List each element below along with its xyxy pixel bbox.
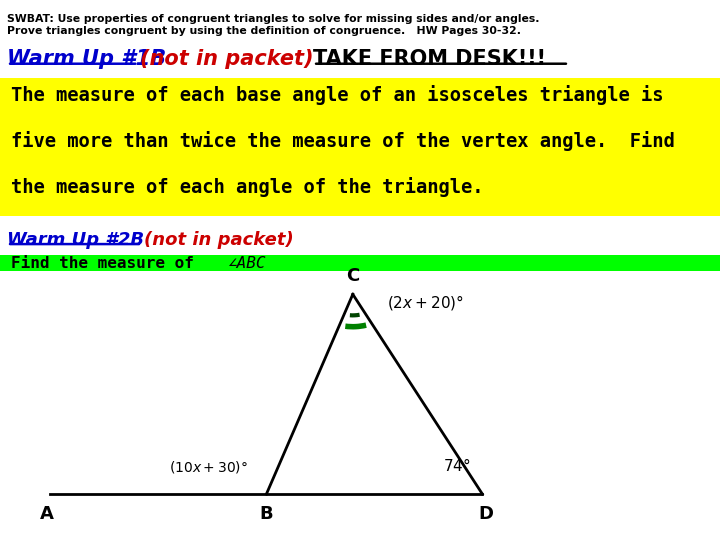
Text: SWBAT: Use properties of congruent triangles to solve for missing sides and/or a: SWBAT: Use properties of congruent trian… xyxy=(7,14,540,24)
Text: (not in packet): (not in packet) xyxy=(140,49,328,69)
Text: Warm Up #2B: Warm Up #2B xyxy=(7,231,150,249)
Bar xyxy=(0,78,720,216)
Text: D: D xyxy=(479,505,493,523)
Text: Warm Up #1B: Warm Up #1B xyxy=(7,49,174,69)
Text: ∠ABC: ∠ABC xyxy=(227,256,265,271)
Text: $(2x + 20)°$: $(2x + 20)°$ xyxy=(387,293,464,312)
Text: five more than twice the measure of the vertex angle.  Find: five more than twice the measure of the … xyxy=(11,131,675,151)
Text: TAKE FROM DESK!!!: TAKE FROM DESK!!! xyxy=(313,49,546,69)
Bar xyxy=(0,255,720,271)
Text: the measure of each angle of the triangle.: the measure of each angle of the triangl… xyxy=(11,177,483,197)
Text: B: B xyxy=(260,505,273,523)
Text: C: C xyxy=(346,267,359,285)
Text: Prove triangles congruent by using the definition of congruence.   HW Pages 30-3: Prove triangles congruent by using the d… xyxy=(7,26,521,36)
Text: The measure of each base angle of an isosceles triangle is: The measure of each base angle of an iso… xyxy=(11,85,663,105)
Text: (not in packet): (not in packet) xyxy=(144,231,294,249)
Text: A: A xyxy=(40,505,54,523)
Text: $(10x + 30)°$: $(10x + 30)°$ xyxy=(169,459,248,475)
Text: $74°$: $74°$ xyxy=(444,457,471,474)
Text: Find the measure of: Find the measure of xyxy=(11,256,203,271)
